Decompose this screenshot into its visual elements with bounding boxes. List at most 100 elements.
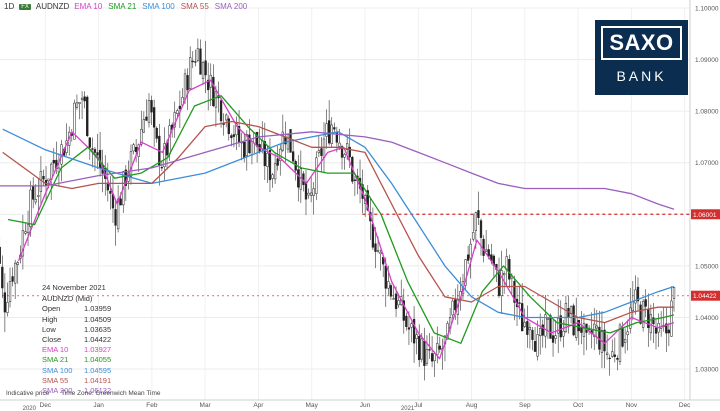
candle-body: [168, 125, 171, 155]
candle-body: [191, 60, 194, 63]
candle-body: [37, 195, 40, 197]
candle: [235, 116, 238, 151]
candle: [644, 289, 647, 318]
candle: [582, 313, 586, 356]
candle: [75, 94, 79, 110]
candle-body: [325, 123, 328, 137]
candle-body: [340, 146, 344, 158]
candle: [389, 283, 393, 300]
candle-body: [212, 76, 215, 107]
price-levels: [0, 213, 690, 297]
candle-body: [109, 190, 112, 194]
candle: [263, 122, 266, 181]
candle-body: [410, 323, 413, 328]
legend-sma-100[interactable]: SMA 100: [142, 2, 175, 11]
footer: Indicative price Time Zone: Greenwich Me…: [6, 390, 171, 397]
legend-sma-200[interactable]: SMA 200: [214, 2, 248, 11]
candle-body: [88, 137, 91, 148]
info-value: 1.06132: [84, 386, 112, 396]
candle-body: [641, 300, 645, 328]
candle-body: [271, 174, 274, 179]
candle-body: [466, 254, 470, 261]
candle: [286, 134, 290, 153]
symbol-label[interactable]: AUDNZD: [35, 2, 70, 11]
candle: [152, 99, 156, 147]
candle-body: [539, 328, 542, 337]
candle-body: [559, 315, 562, 338]
candle-body: [1, 266, 4, 289]
candle: [6, 282, 9, 317]
x-tick-label: Aug: [466, 402, 478, 409]
legend-sma-21[interactable]: SMA 21: [108, 2, 137, 11]
candle: [132, 142, 135, 155]
info-value: 1.03635: [84, 324, 112, 334]
candle: [219, 98, 223, 128]
candle: [438, 336, 441, 353]
candle: [312, 182, 315, 215]
candle-body: [595, 325, 598, 329]
candle-body: [312, 188, 315, 196]
candle-body: [307, 192, 310, 196]
info-row-ema-10: EMA 10 1.03927: [42, 345, 111, 355]
candle-body: [508, 259, 511, 280]
candle-body: [173, 112, 176, 128]
y-tick-label: 1.09000: [695, 57, 719, 64]
candle: [605, 334, 609, 360]
candle-body: [93, 149, 97, 153]
candle-body: [402, 300, 405, 321]
info-label: SMA 200: [42, 386, 73, 396]
candle: [405, 312, 408, 331]
candle: [222, 113, 225, 136]
candle: [3, 273, 7, 333]
candle: [199, 39, 202, 75]
candle: [14, 259, 17, 300]
info-date: 24 November 2021: [42, 283, 106, 292]
candle-body: [407, 327, 411, 330]
candle-body: [541, 324, 544, 336]
y-tick-label: 1.07000: [695, 160, 719, 167]
candle-body: [533, 341, 537, 352]
candle: [379, 249, 382, 271]
candle-body: [572, 305, 575, 336]
candle-body: [243, 141, 246, 158]
candle-body: [634, 289, 637, 304]
candle: [240, 132, 243, 161]
candle-body: [116, 198, 120, 230]
info-label: EMA 10: [42, 345, 69, 355]
footer-note: Indicative price: [6, 390, 50, 397]
candle-body: [304, 181, 308, 200]
candle-body: [194, 61, 197, 63]
candle-body: [554, 335, 557, 339]
candle-body: [603, 329, 606, 352]
candle: [24, 222, 27, 236]
saxo-bank-logo: SAXO BANK: [595, 20, 688, 95]
candle: [544, 295, 547, 349]
candle: [186, 68, 189, 110]
candle-body: [415, 334, 418, 339]
candle: [667, 322, 671, 347]
info-rows: Open 1.03959 High 1.04509 Low 1.03635 Close 1.0…: [42, 304, 111, 396]
candle: [374, 227, 377, 269]
candle-body: [631, 301, 634, 311]
timeframe-label[interactable]: 1D: [4, 2, 15, 11]
candle: [60, 139, 63, 182]
candle: [418, 324, 421, 367]
candle: [659, 311, 663, 337]
candle: [665, 307, 668, 353]
candle: [575, 297, 578, 341]
legend-sma-55[interactable]: SMA 55: [180, 2, 209, 11]
candle: [279, 144, 282, 176]
candle-body: [575, 316, 578, 338]
candle-body: [667, 329, 671, 334]
candle: [523, 308, 526, 329]
candle-body: [39, 171, 43, 192]
candle-body: [297, 169, 300, 188]
candle: [533, 326, 537, 352]
legend-ema-10[interactable]: EMA 10: [74, 2, 103, 11]
chart-header: 1D FX AUDNZD EMA 10 SMA 21 SMA 100 SMA 55 SM…: [4, 2, 247, 11]
candle-body: [26, 224, 30, 233]
x-tick-label: Oct: [573, 402, 583, 409]
candle-body: [618, 324, 622, 362]
info-row-sma-55: SMA 55 1.04191: [42, 376, 111, 386]
